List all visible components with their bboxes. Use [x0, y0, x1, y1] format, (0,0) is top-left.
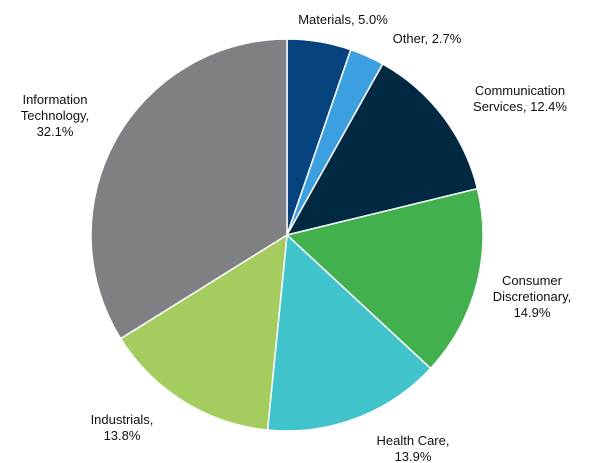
pie-labels: Materials, 5.0% Other, 2.7% Communication S… — [21, 12, 571, 463]
pie-slice-industrials — [119, 233, 288, 431]
pie-slice-communication-services — [285, 62, 479, 237]
slice-label-materials: Materials, 5.0% — [298, 12, 388, 27]
pie-slice-health-care — [266, 233, 432, 432]
pie-slice-consumer-discretionary — [285, 187, 484, 370]
pie-slices — [90, 38, 484, 432]
slice-label-industrials: Industrials, 13.8% — [91, 412, 154, 443]
slice-label-consumer-discretionary: Consumer Discretionary, 14.9% — [493, 273, 572, 320]
pie-slice-information-technology — [90, 38, 288, 340]
slice-label-information-technology: Information Technology, 32.1% — [21, 92, 89, 139]
slice-label-other: Other, 2.7% — [393, 31, 462, 46]
slice-label-health-care: Health Care, 13.9% — [377, 433, 450, 463]
slice-label-communication-services: Communication Services, 12.4% — [473, 83, 567, 114]
